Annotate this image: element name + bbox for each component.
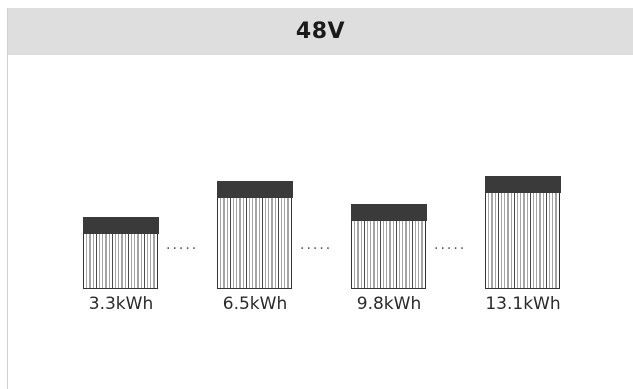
separator-dots: ..... — [166, 237, 199, 253]
battery-module-13-1kwh-icon — [484, 175, 561, 289]
battery-capacity-panel: 48V 3.3kWh ..... 6.5kWh ..... 9.8kWh ...… — [7, 8, 633, 389]
battery-options-area: 3.3kWh ..... 6.5kWh ..... 9.8kWh ..... 1… — [8, 55, 633, 389]
separator-dots: ..... — [300, 237, 333, 253]
voltage-title: 48V — [295, 19, 346, 44]
battery-module-cap — [82, 216, 159, 234]
battery-module-6-5kwh-icon — [216, 180, 293, 289]
voltage-header: 48V — [8, 8, 633, 55]
battery-module-cap — [216, 180, 293, 198]
battery-module-9-8kwh-icon — [350, 203, 427, 289]
battery-module-3-3kwh-icon — [82, 216, 159, 289]
battery-module-cap — [484, 175, 561, 193]
battery-label-6-5kwh: 6.5kWh — [222, 294, 288, 314]
battery-label-3-3kwh: 3.3kWh — [88, 294, 154, 314]
battery-label-9-8kwh: 9.8kWh — [356, 294, 422, 314]
battery-module-cap — [350, 203, 427, 221]
battery-label-13-1kwh: 13.1kWh — [485, 294, 561, 314]
separator-dots: ..... — [434, 237, 467, 253]
